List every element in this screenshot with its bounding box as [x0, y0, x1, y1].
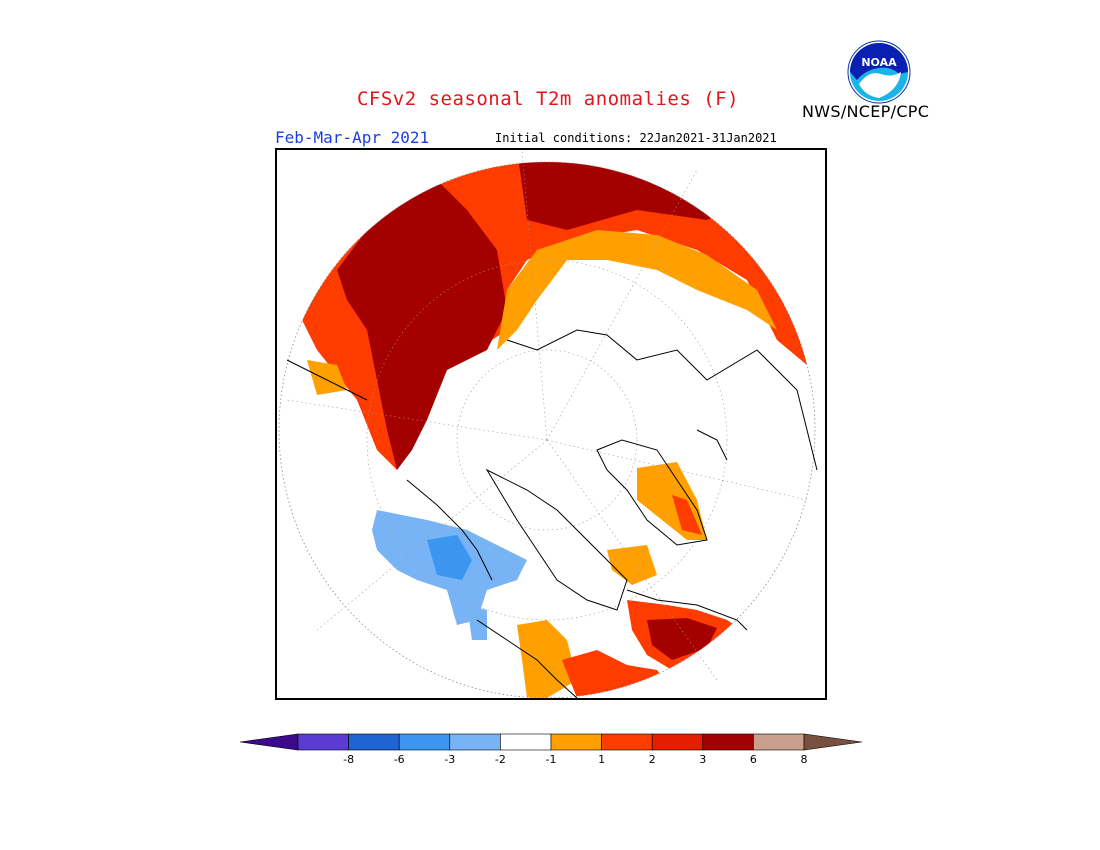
colorbar-bin — [449, 733, 501, 751]
anomaly-region-siberia-core — [337, 180, 507, 470]
color-scale-bar: -8 -6 -3 -2 -1 1 2 3 6 8 — [240, 733, 862, 766]
colorbar-tick-label: 3 — [699, 753, 706, 766]
colorbar-bin — [550, 733, 602, 751]
agency-label: NWS/NCEP/CPC — [802, 102, 930, 121]
colorbar-tick-label: -2 — [495, 753, 506, 766]
colorbar-bin — [398, 733, 451, 751]
anomaly-region-europe-core — [647, 618, 717, 660]
colorbar-tick-label: -8 — [343, 753, 354, 766]
colorbar-tick-label: 8 — [801, 753, 808, 766]
anomaly-region-alaska-core — [427, 535, 472, 580]
anomaly-region-central-asia — [517, 620, 577, 698]
colorbar-bin — [348, 733, 400, 751]
colorbar-bin — [702, 733, 754, 751]
svg-text:NOAA: NOAA — [861, 56, 897, 69]
map-title: CFSv2 seasonal T2m anomalies (F) — [356, 88, 740, 110]
colorbar-tick-label: -6 — [394, 753, 405, 766]
colorbar-tick-label: 6 — [750, 753, 757, 766]
colorbar-arrow-high — [803, 733, 862, 751]
colorbar-bin — [297, 733, 349, 751]
polar-stereographic-map — [277, 150, 825, 698]
polar-map-panel — [275, 148, 827, 700]
anomaly-region-russia-west-orange — [307, 360, 347, 395]
colorbar-arrow-low — [240, 733, 299, 751]
anomaly-region-yukon-blue — [467, 605, 487, 640]
anomaly-region-greenland-south — [672, 495, 702, 535]
colorbar-bin — [651, 733, 704, 751]
anomaly-region-north-siberia-orange — [497, 230, 777, 350]
colorbar-tick-label: -1 — [546, 753, 557, 766]
initial-conditions-label: Initial conditions: 22Jan2021-31Jan2021 — [495, 131, 777, 145]
anomaly-region-hudson-orange — [607, 545, 657, 585]
colorbar-bin — [601, 733, 653, 751]
season-label: Feb-Mar-Apr 2021 — [275, 128, 430, 147]
colorbar-bin — [753, 733, 805, 751]
colorbar-tick-label: 2 — [649, 753, 656, 766]
colorbar-tick-label: 1 — [598, 753, 605, 766]
colorbar-bin — [500, 733, 552, 751]
colorbar-tick-label: -3 — [444, 753, 455, 766]
noaa-logo-icon: NOAA — [847, 40, 911, 104]
